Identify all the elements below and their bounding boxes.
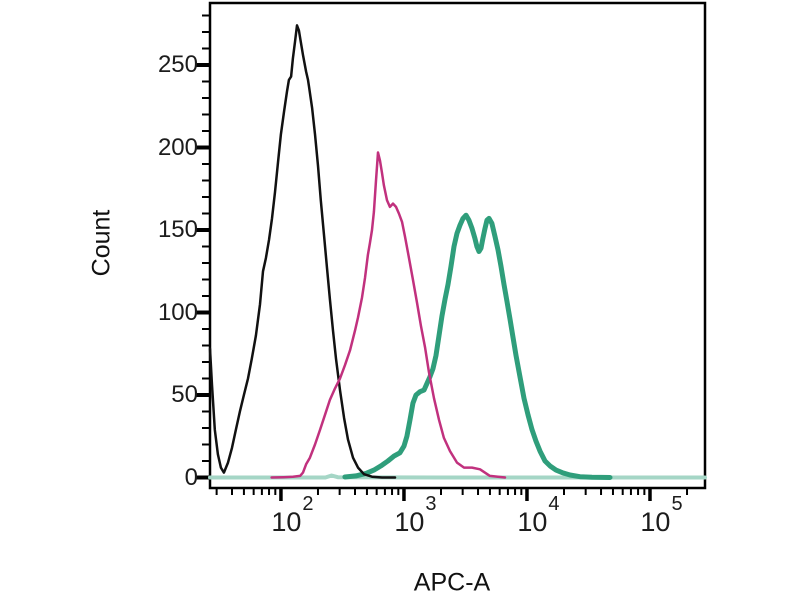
x-tick-label-10e4: 104: [517, 493, 560, 537]
x-tick-label-10e3: 103: [394, 493, 437, 537]
black-curve: [208, 24, 397, 479]
y-tick-label-50: 50: [171, 381, 198, 408]
y-tick-label-200: 200: [157, 133, 198, 161]
magenta-curve: [270, 151, 507, 479]
y-tick-label-250: 250: [157, 51, 198, 78]
y-tick-label-0: 0: [184, 463, 198, 491]
y-tick-label-150: 150: [157, 216, 198, 243]
teal-baseline-curve: [208, 473, 707, 480]
plot-border: [208, 1, 707, 490]
x-tick-label-10e2: 102: [271, 493, 314, 537]
x-tick-label-10e5: 105: [640, 493, 683, 537]
x-axis-title: APC-A: [413, 568, 491, 597]
y-tick-label-100: 100: [157, 298, 198, 326]
teal-curve: [342, 212, 613, 480]
